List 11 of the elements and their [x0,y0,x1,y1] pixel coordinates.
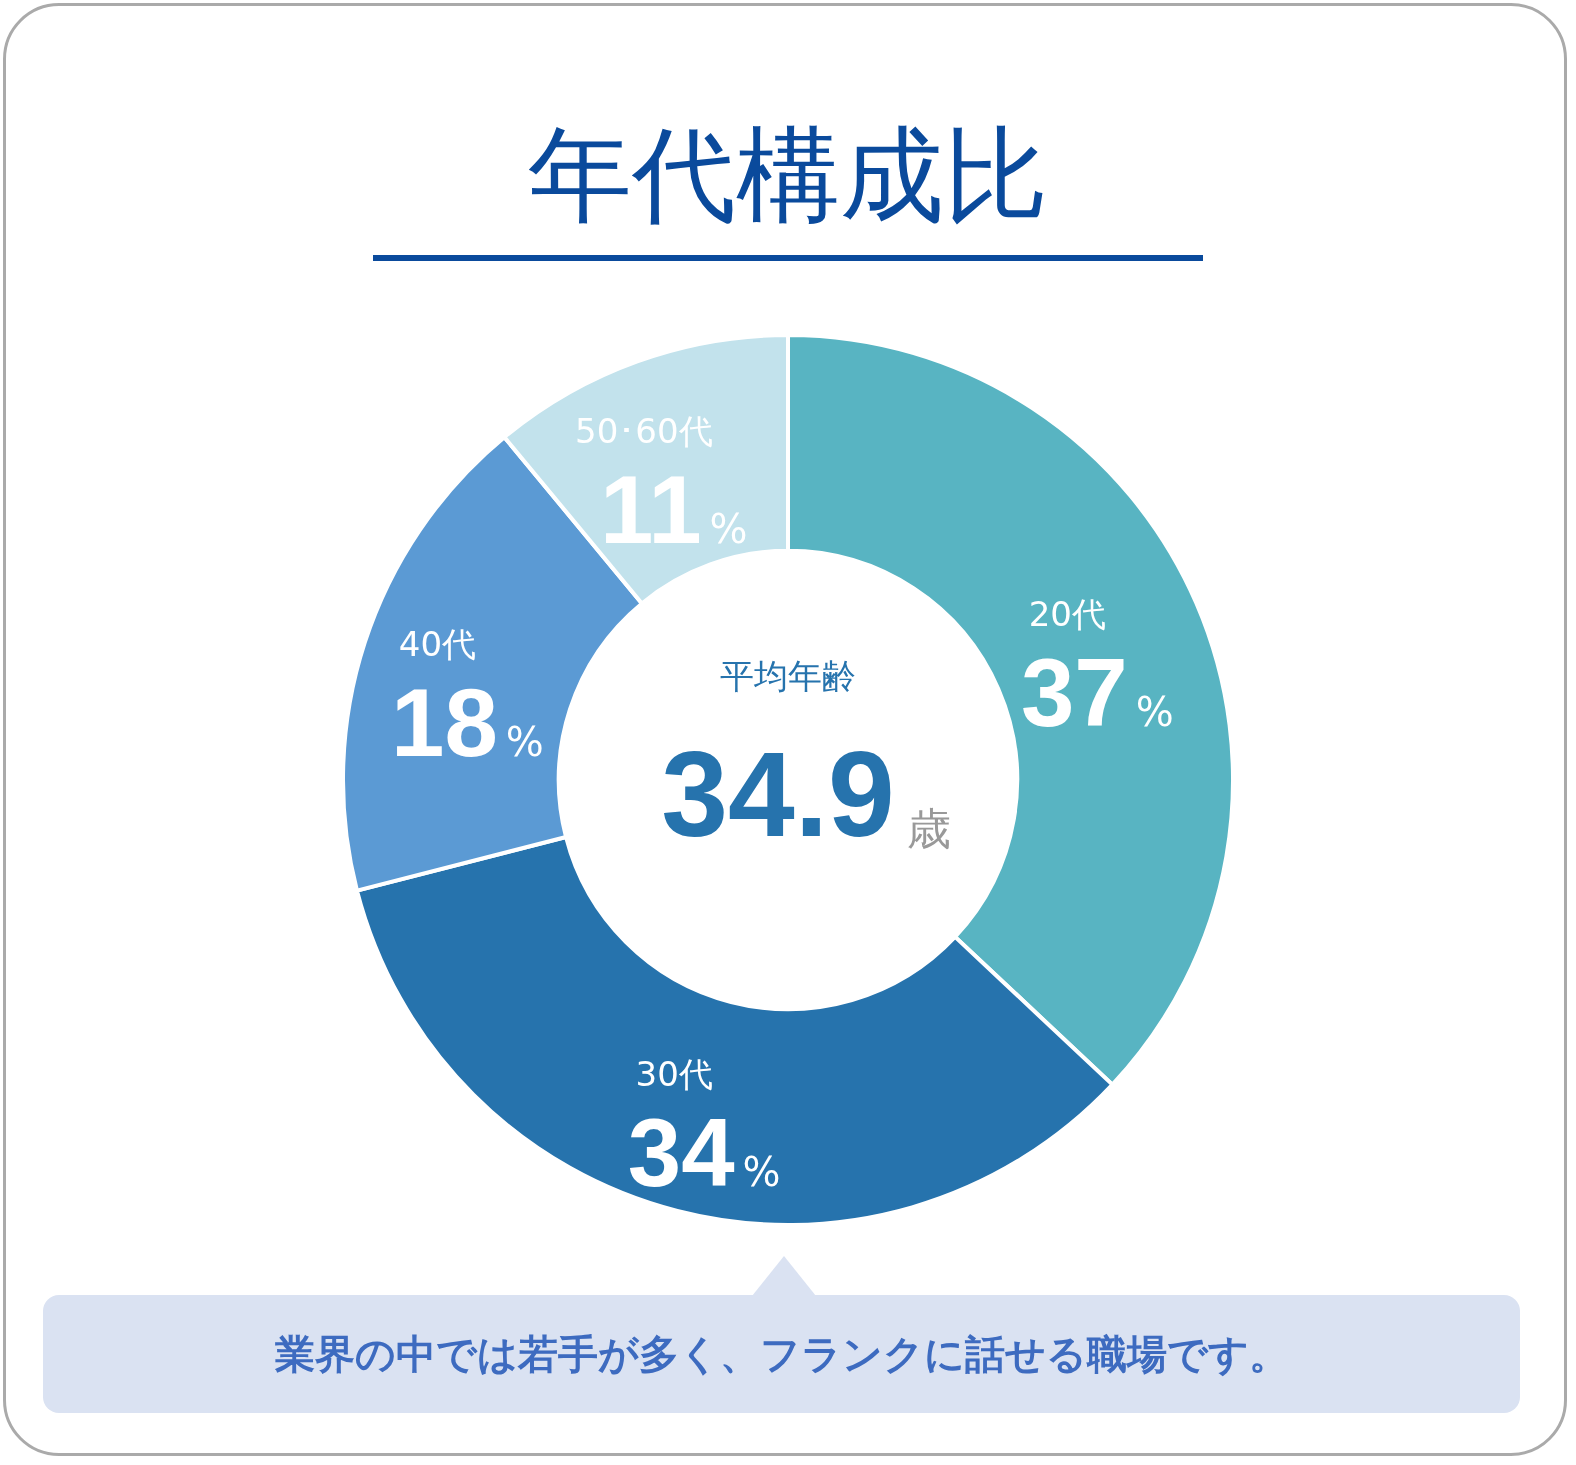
slice-label: 20代 [1028,594,1106,635]
data-label: 37% [1020,639,1174,747]
data-label: 34% [627,1099,781,1207]
data-label: 18% [391,668,544,776]
slice-label: 50･60代 [575,410,713,451]
text: 業界の中では若手が多く、フランクに話せる職場です。 [43,1295,1520,1413]
slice-label: 40代 [398,623,477,664]
slice-label: 30代 [635,1054,713,1095]
text: 平均年齢 [720,656,856,696]
chart-title: 年代構成比 [373,105,1203,261]
data-label: 11% [600,455,748,563]
